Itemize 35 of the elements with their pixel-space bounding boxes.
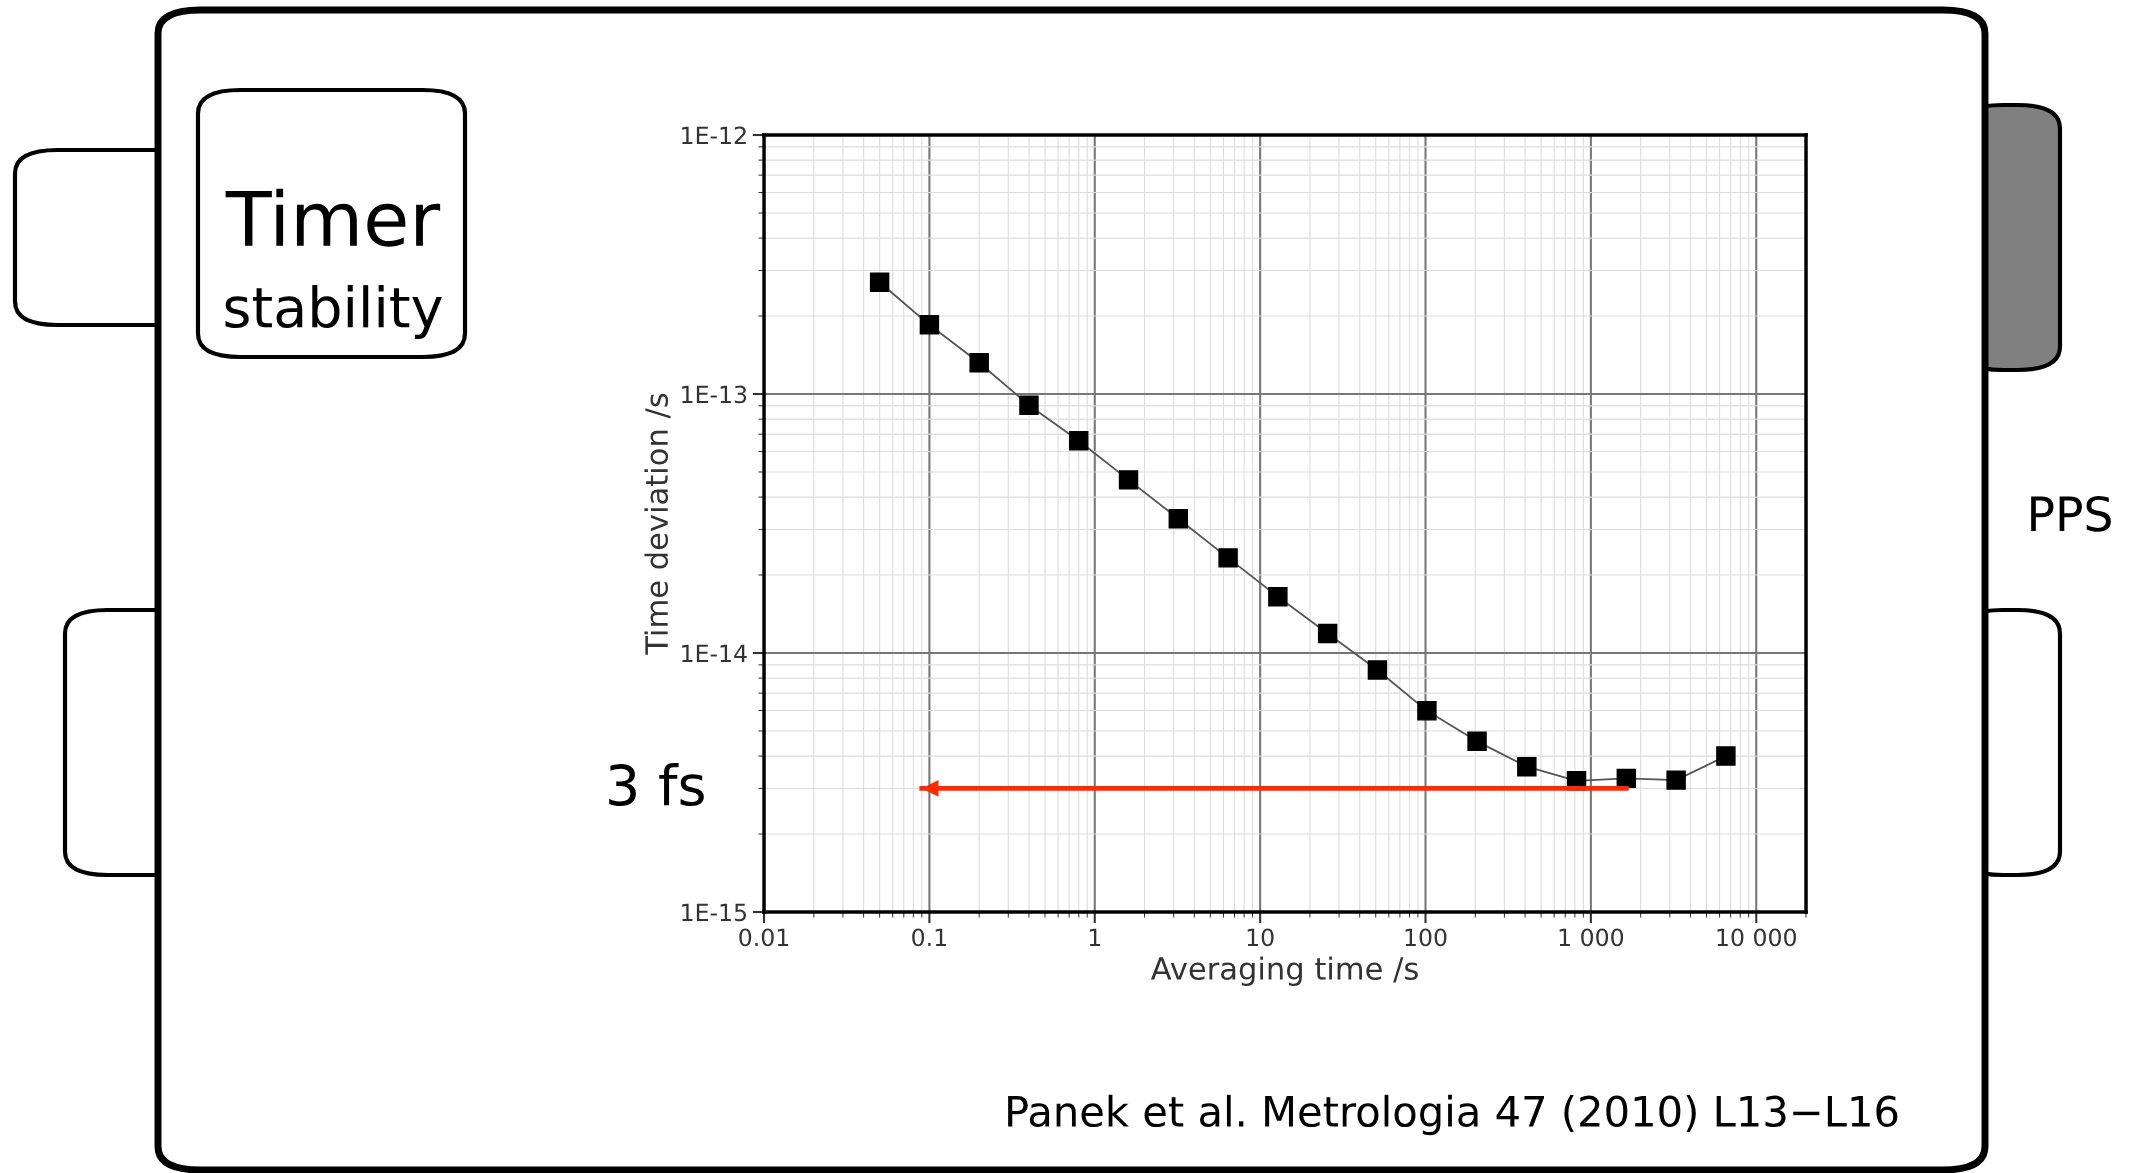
point [969, 353, 989, 373]
point [1716, 746, 1736, 766]
x-tick-label: 1 [1089, 928, 1101, 946]
point [1616, 768, 1637, 789]
point [1168, 508, 1189, 529]
point [919, 315, 940, 335]
y-tick-label: 1E-12 [682, 126, 746, 144]
x-axis-title: Averaging time /s [1150, 956, 1418, 986]
point [1517, 756, 1537, 777]
point [1218, 548, 1238, 568]
point [1367, 660, 1388, 680]
y-tick-label: 1E-14 [682, 644, 747, 662]
point [1019, 395, 1039, 415]
x-tick-label: 0.1 [912, 928, 946, 947]
text: Panek et al. Metrologia 47 (2010) L13−L16 [1008, 1094, 1898, 1136]
point [1268, 586, 1288, 607]
text: 3 fs [609, 763, 704, 807]
x-tick-label: 1 000 [1559, 928, 1624, 947]
point [1317, 623, 1338, 644]
text: stability [225, 285, 442, 339]
x-tick-label: 10 000 [1717, 928, 1796, 947]
point [1666, 770, 1686, 790]
point [1118, 470, 1139, 490]
y-tick-label: 1E-13 [682, 385, 747, 404]
point [1417, 701, 1437, 721]
x-tick-label: 10 [1247, 928, 1274, 947]
x-tick-label: 0.01 [739, 928, 789, 947]
point [1069, 431, 1089, 451]
text: Timer [225, 188, 441, 247]
text: PPS [2031, 495, 2111, 532]
point [869, 272, 890, 293]
x-tick-label: 100 [1405, 928, 1447, 947]
y-tick-label: 1E-15 [682, 903, 746, 922]
y-axis-title: Time deviation /s [644, 393, 671, 655]
point [1467, 731, 1487, 752]
